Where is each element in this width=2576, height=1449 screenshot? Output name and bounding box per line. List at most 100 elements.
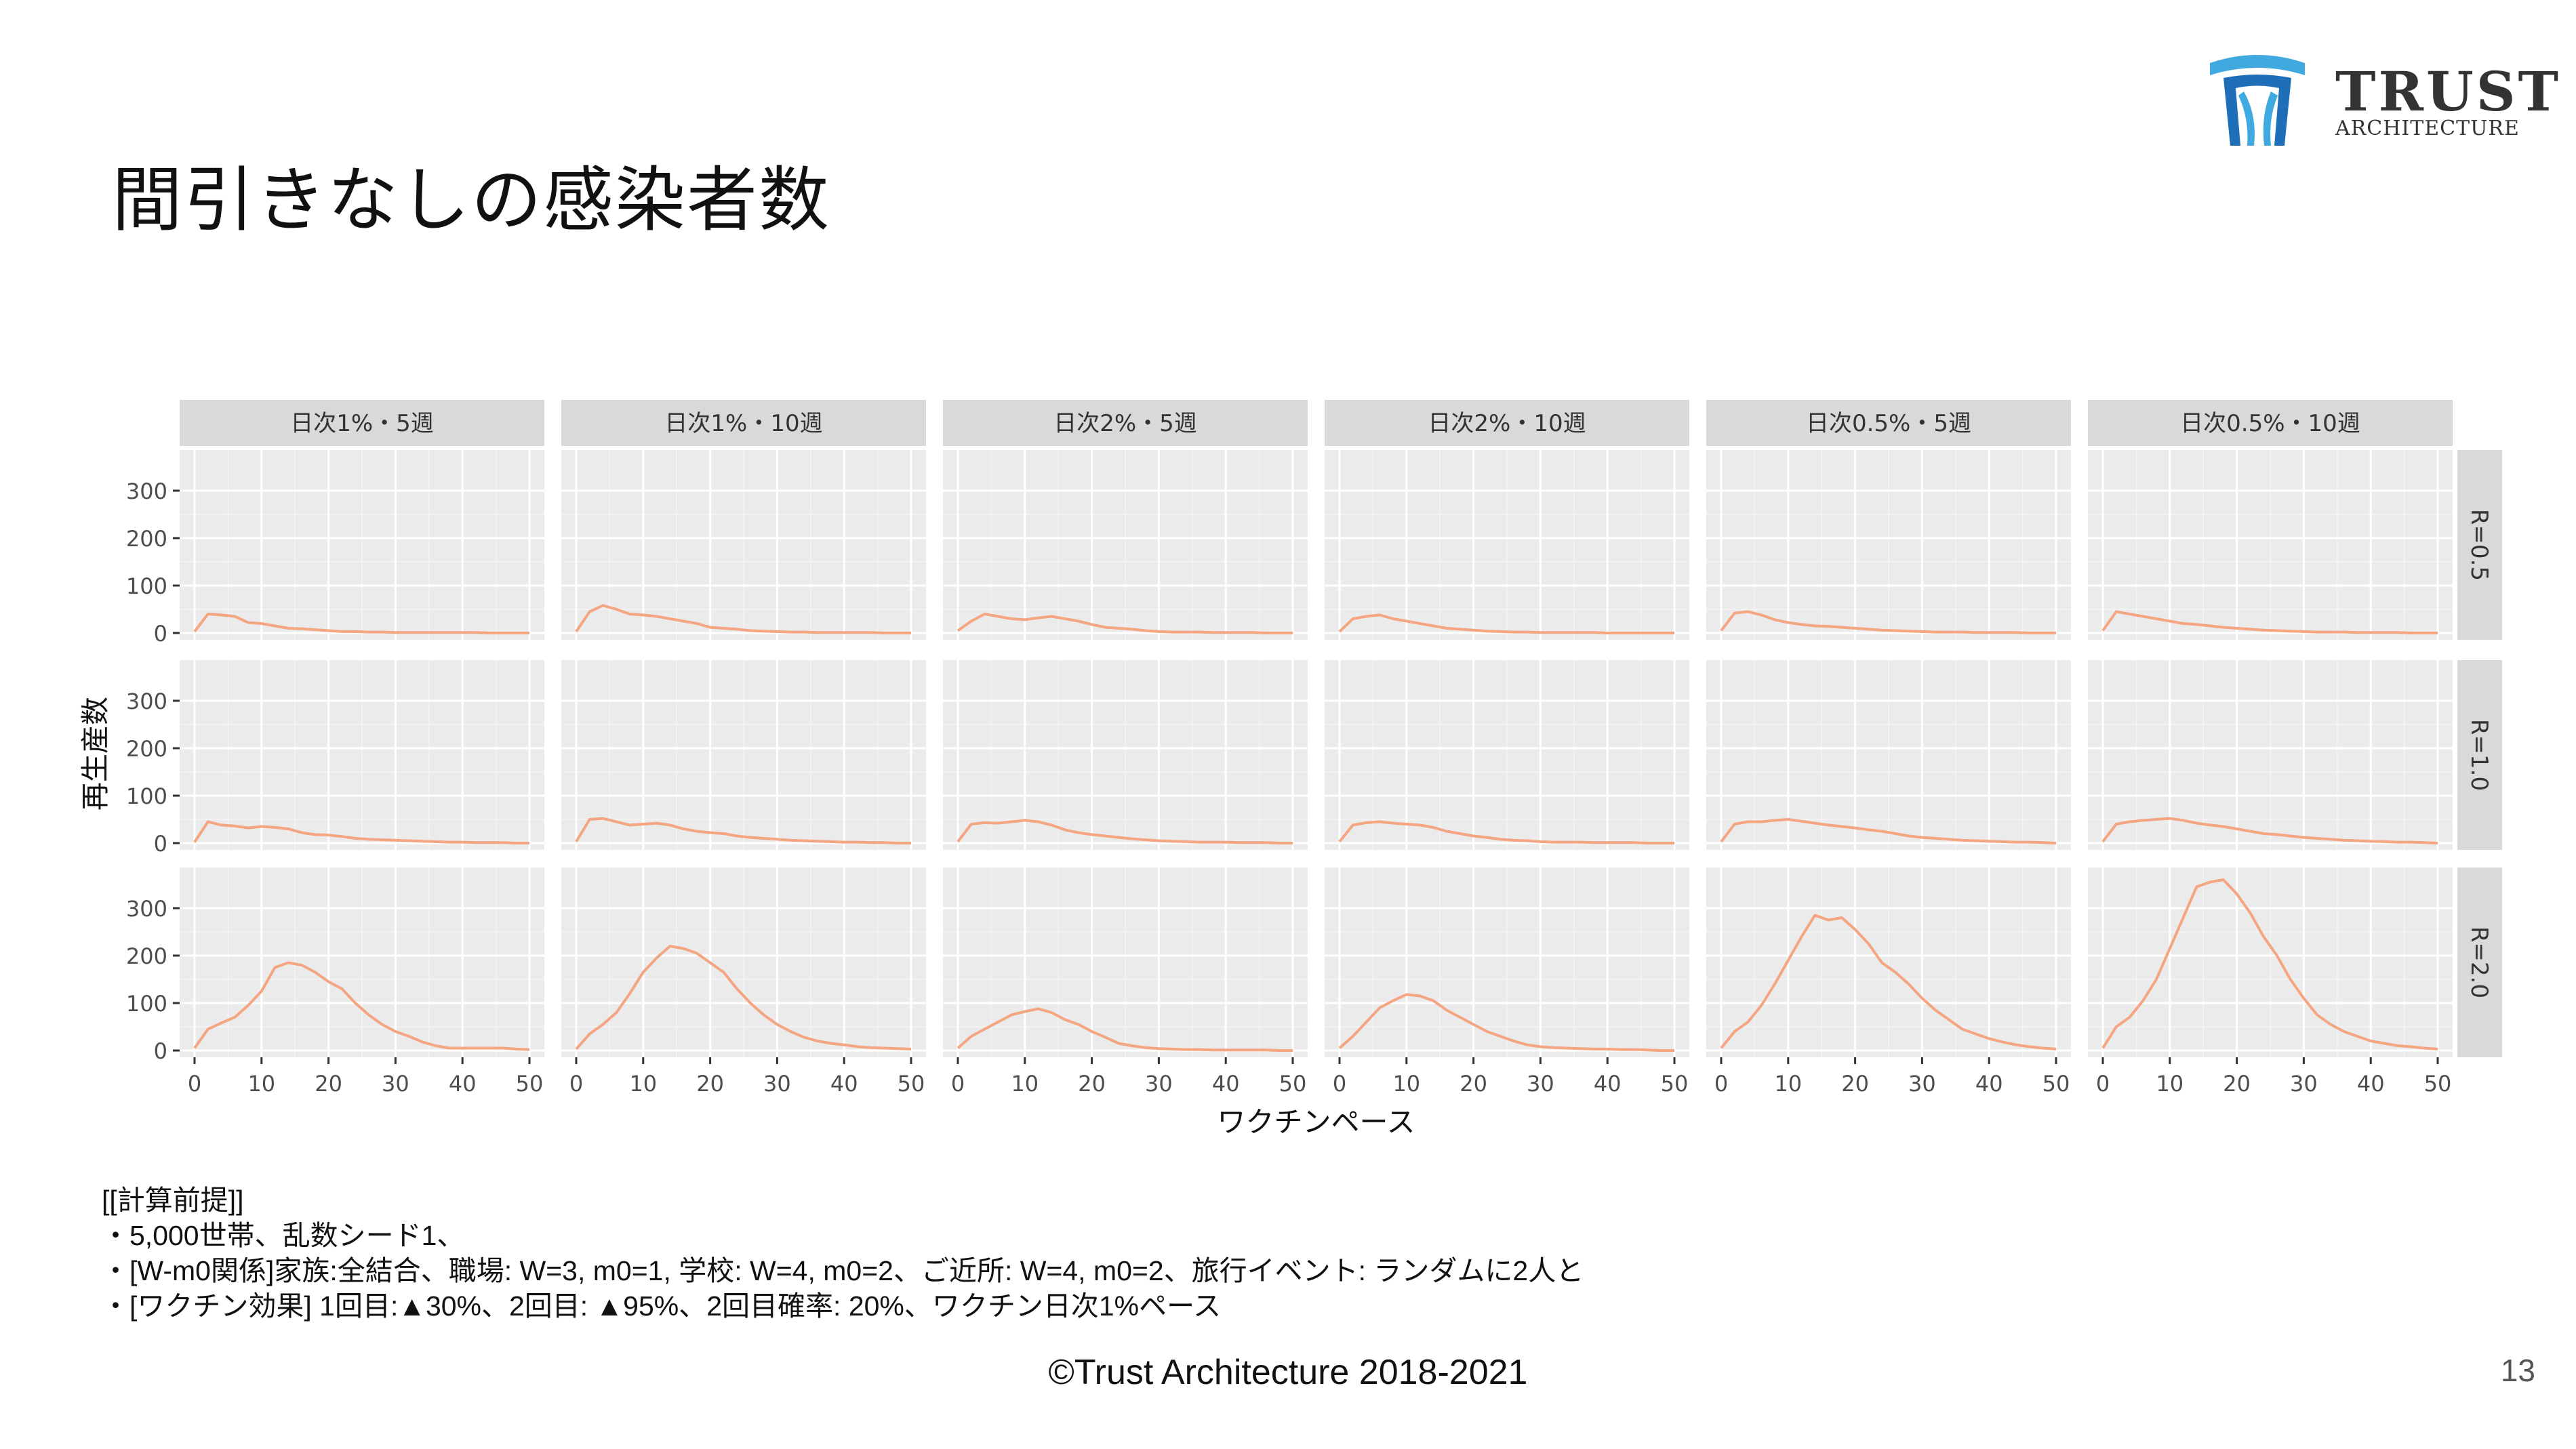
series-line xyxy=(2101,878,2438,1050)
y-tick-label: 100 xyxy=(126,991,167,1017)
facet-column-label: 日次2%・10週 xyxy=(1428,410,1586,437)
x-tick-label: 50 xyxy=(898,1071,925,1097)
x-tick-label: 10 xyxy=(1774,1071,1802,1097)
facet-strip-column xyxy=(180,400,544,446)
x-tick-label: 20 xyxy=(1078,1071,1106,1097)
series-line xyxy=(1338,993,1674,1052)
x-tick-label: 30 xyxy=(1527,1071,1554,1097)
page-number: 13 xyxy=(2500,1353,2535,1388)
x-tick-label: 20 xyxy=(696,1071,724,1097)
x-tick-label: 10 xyxy=(2156,1071,2183,1097)
x-tick-label: 0 xyxy=(2096,1071,2110,1097)
facet-strip-column xyxy=(1325,400,1689,446)
facet-row-label: R=2.0 xyxy=(2466,926,2493,998)
x-tick-label: 50 xyxy=(2042,1071,2070,1097)
x-tick-label: 40 xyxy=(1975,1071,2003,1097)
y-tick-label: 0 xyxy=(154,1038,167,1064)
x-tick-label: 40 xyxy=(449,1071,477,1097)
series-line xyxy=(1338,820,1674,844)
facet-row-label: R=1.0 xyxy=(2466,719,2493,791)
x-tick-label: 20 xyxy=(1460,1071,1487,1097)
series-line xyxy=(193,820,529,844)
y-tick-label: 300 xyxy=(126,689,167,714)
x-tick-label: 30 xyxy=(382,1071,409,1097)
facet-row-label: R=0.5 xyxy=(2466,509,2493,581)
series-line xyxy=(2101,817,2438,844)
x-tick-label: 40 xyxy=(1594,1071,1622,1097)
facet-strip-column xyxy=(1706,400,2071,446)
page-title: 間引きなしの感染者数 xyxy=(112,159,831,241)
x-tick-label: 0 xyxy=(188,1071,201,1097)
x-tick-label: 50 xyxy=(1661,1071,1689,1097)
logo-text-main: TRUST xyxy=(2335,60,2562,123)
facet-strip-row xyxy=(2457,868,2502,1057)
x-tick-label: 0 xyxy=(1333,1071,1346,1097)
calculation-notes: [[計算前提]] ・5,000世帯、乱数シード1、 ・[W-m0関係]家族:全結… xyxy=(102,1183,1584,1324)
series-line xyxy=(193,613,529,634)
x-tick-label: 30 xyxy=(1908,1071,1936,1097)
facet-column-label: 日次1%・10週 xyxy=(664,410,822,437)
x-tick-label: 0 xyxy=(951,1071,965,1097)
x-tick-label: 50 xyxy=(516,1071,544,1097)
facet-column-label: 日次2%・5週 xyxy=(1053,410,1197,437)
x-tick-label: 20 xyxy=(1841,1071,1869,1097)
series-line xyxy=(957,819,1293,844)
notes-line: ・[W-m0関係]家族:全結合、職場: W=3, m0=1, 学校: W=4, … xyxy=(102,1255,1584,1286)
series-line xyxy=(1720,914,2057,1050)
series-line xyxy=(2101,610,2438,634)
y-tick-label: 300 xyxy=(126,896,167,922)
notes-line: ・5,000世帯、乱数シード1、 xyxy=(102,1220,465,1251)
x-tick-label: 20 xyxy=(2223,1071,2251,1097)
y-tick-label: 100 xyxy=(126,573,167,599)
y-tick-label: 200 xyxy=(126,526,167,552)
notes-line: ・[ワクチン効果] 1回目:▲30%、2回目: ▲95%、2回目確率: 20%、… xyxy=(102,1290,1222,1322)
series-line xyxy=(957,613,1293,634)
x-tick-label: 50 xyxy=(2424,1071,2452,1097)
series-line xyxy=(193,961,530,1051)
x-axis-title: ワクチンペース xyxy=(1217,1105,1415,1139)
copyright: ©Trust Architecture 2018-2021 xyxy=(1048,1353,1528,1392)
facet-strip-column xyxy=(561,400,926,446)
logo-stroke-left xyxy=(2238,91,2255,146)
notes-line: [[計算前提]] xyxy=(102,1185,244,1216)
series-line xyxy=(1720,610,2056,634)
y-tick-label: 200 xyxy=(126,943,167,969)
x-tick-label: 30 xyxy=(1145,1071,1173,1097)
facet-strip-column xyxy=(2088,400,2453,446)
logo-icon xyxy=(2210,55,2305,146)
logo-text-sub: ARCHITECTURE xyxy=(2335,117,2520,140)
facet-strip-row xyxy=(2457,450,2502,640)
x-tick-label: 20 xyxy=(315,1071,342,1097)
x-tick-label: 10 xyxy=(629,1071,657,1097)
logo-stroke-right xyxy=(2263,91,2278,146)
series-line xyxy=(575,604,911,634)
facet-column-label: 日次1%・5週 xyxy=(290,410,434,437)
facet-column-label: 日次0.5%・10週 xyxy=(2180,410,2360,437)
x-tick-label: 40 xyxy=(1212,1071,1240,1097)
x-tick-label: 50 xyxy=(1279,1071,1307,1097)
y-tick-label: 0 xyxy=(154,831,167,857)
x-tick-label: 0 xyxy=(569,1071,583,1097)
y-tick-label: 0 xyxy=(154,621,167,647)
x-tick-label: 30 xyxy=(2290,1071,2318,1097)
facet-strip-row xyxy=(2457,660,2502,850)
x-tick-label: 40 xyxy=(830,1071,858,1097)
y-tick-label: 200 xyxy=(126,736,167,762)
y-axis-title: 再生産数 xyxy=(79,697,112,811)
x-tick-label: 10 xyxy=(247,1071,275,1097)
x-tick-label: 30 xyxy=(763,1071,791,1097)
series-line xyxy=(1338,613,1674,634)
y-tick-label: 300 xyxy=(126,478,167,504)
y-tick-label: 100 xyxy=(126,783,167,809)
logo-arch-outer xyxy=(2210,55,2305,75)
x-tick-label: 10 xyxy=(1392,1071,1420,1097)
x-tick-label: 40 xyxy=(2357,1071,2385,1097)
x-tick-label: 0 xyxy=(1714,1071,1728,1097)
series-line xyxy=(1720,818,2057,844)
series-line xyxy=(575,817,911,844)
x-tick-label: 10 xyxy=(1011,1071,1039,1097)
facet-column-label: 日次0.5%・5週 xyxy=(1806,410,1971,437)
logo-arch-inner xyxy=(2223,75,2291,146)
facet-strip-column xyxy=(943,400,1308,446)
